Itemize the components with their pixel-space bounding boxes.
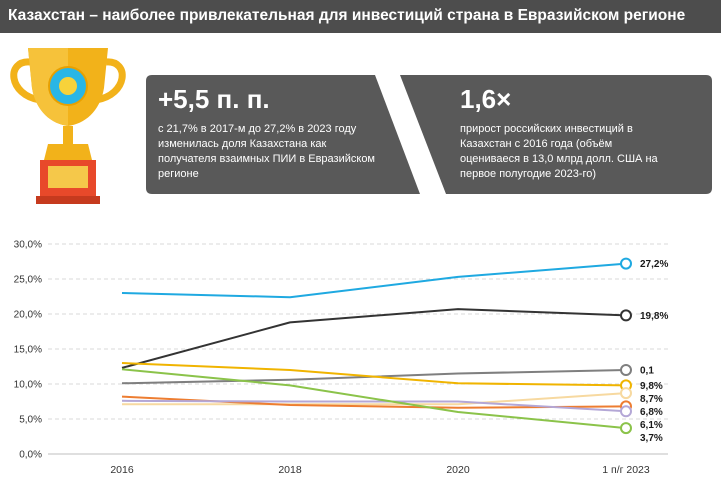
y-tick-label: 10,0% — [14, 380, 42, 391]
data-label: 3,7% — [640, 433, 663, 444]
stat-panel-right — [400, 75, 712, 194]
stat-desc-share: с 21,7% в 2017-м до 27,2% в 2023 году из… — [158, 123, 375, 180]
y-tick-label: 5,0% — [19, 415, 42, 426]
y-tick-label: 25,0% — [14, 275, 42, 286]
x-tick-label: 2018 — [278, 464, 302, 476]
series-end-marker — [620, 387, 632, 400]
series-line — [121, 262, 627, 299]
stat-panel-left — [146, 75, 420, 194]
series-end-marker — [620, 309, 632, 322]
title-bar: Казахстан – наиболее привлекательная для… — [0, 0, 721, 33]
x-tick-label: 2020 — [446, 464, 470, 476]
line-chart: 0,0% 5,0% 10,0% 15,0% 20,0% 25,0% 30,0% 2016 201… — [14, 240, 669, 477]
series-line — [122, 392, 627, 406]
data-label: 6,1% — [640, 420, 663, 431]
data-label: 6,8% — [640, 407, 663, 418]
stat-value-growth: 1,6× — [460, 84, 512, 114]
series-end-marker — [620, 405, 632, 418]
x-tick-label: 1 п/г 2023 — [602, 464, 650, 476]
series-end-marker — [620, 422, 632, 435]
series-end-marker — [620, 257, 632, 270]
data-label: 19,8% — [640, 311, 668, 322]
series-line — [121, 362, 627, 387]
series-line — [121, 368, 627, 430]
data-label: 0,1 — [640, 366, 654, 377]
y-tick-label: 30,0% — [14, 240, 42, 251]
page-title: Казахстан – наиболее привлекательная для… — [8, 7, 686, 24]
series-end-marker — [620, 364, 632, 376]
y-tick-label: 15,0% — [14, 345, 42, 356]
trophy-icon — [10, 48, 126, 204]
y-tick-label: 0,0% — [19, 450, 42, 461]
x-tick-label: 2016 — [110, 464, 134, 476]
series-line — [121, 308, 627, 369]
y-tick-label: 20,0% — [14, 310, 42, 321]
data-label: 8,7% — [640, 394, 663, 405]
stat-value-share: +5,5 п. п. — [158, 84, 270, 114]
stats-banner — [10, 48, 712, 204]
data-label: 27,2% — [640, 259, 668, 270]
series-line — [121, 399, 627, 413]
data-label: 9,8% — [640, 381, 663, 392]
stat-desc-growth: прирост российских инвестиций в Казахста… — [460, 123, 658, 180]
